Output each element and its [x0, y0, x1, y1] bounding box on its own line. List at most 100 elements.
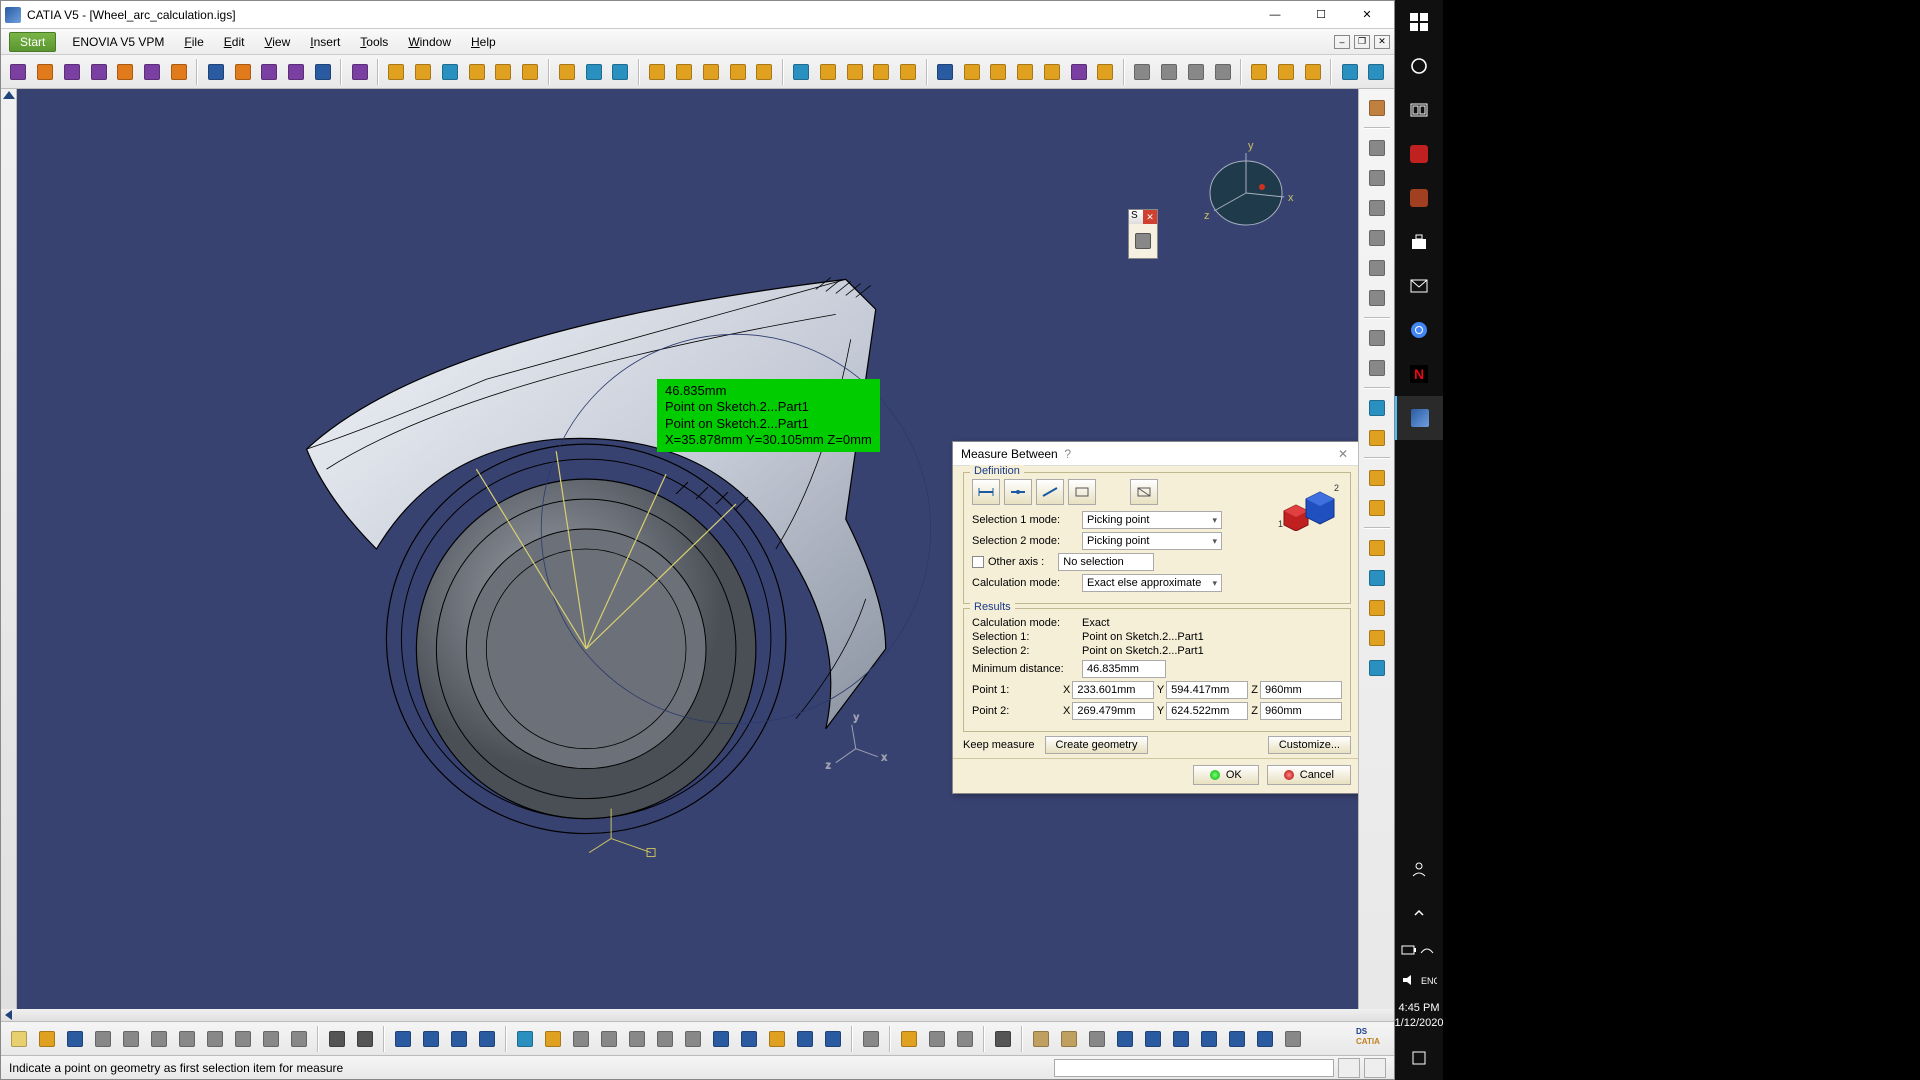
- toolbar-button[interactable]: [597, 1027, 621, 1051]
- toolbar-button[interactable]: [1029, 1027, 1053, 1051]
- toolbar-button[interactable]: [790, 60, 813, 84]
- toolbar-button[interactable]: [285, 60, 308, 84]
- toolbar-button[interactable]: [91, 1027, 115, 1051]
- sel2-mode-dropdown[interactable]: Picking point▾: [1082, 532, 1222, 550]
- toolbar-button[interactable]: [1158, 60, 1181, 84]
- toolbar-button[interactable]: [438, 60, 461, 84]
- menu-tools[interactable]: Tools: [350, 35, 398, 49]
- toolbar-button[interactable]: [870, 60, 893, 84]
- toolbar-button[interactable]: [1253, 1027, 1277, 1051]
- taskbar-volume-lang-icon[interactable]: ENG: [1395, 965, 1443, 995]
- toolbar-button[interactable]: [934, 60, 957, 84]
- hscroll[interactable]: [1, 1009, 1394, 1021]
- toolbar-button[interactable]: [816, 60, 839, 84]
- toolbar-button[interactable]: [391, 1027, 415, 1051]
- toolbar-button[interactable]: [1184, 60, 1207, 84]
- toolbar-button[interactable]: [897, 1027, 921, 1051]
- toolbar-button[interactable]: [465, 60, 488, 84]
- toolbar-button[interactable]: [447, 1027, 471, 1051]
- toolbar-button[interactable]: [1364, 255, 1390, 281]
- toolbar-button[interactable]: [609, 60, 632, 84]
- toolbar-button[interactable]: [1364, 355, 1390, 381]
- command-input[interactable]: [1054, 1059, 1334, 1077]
- status-icon-2[interactable]: [1364, 1058, 1386, 1078]
- toolbar-button[interactable]: [569, 1027, 593, 1051]
- sel1-mode-dropdown[interactable]: Picking point▾: [1082, 511, 1222, 529]
- toolbar-button[interactable]: [653, 1027, 677, 1051]
- toolbar-button[interactable]: [793, 1027, 817, 1051]
- customize-button[interactable]: Customize...: [1268, 736, 1351, 754]
- toolbar-button[interactable]: [258, 60, 281, 84]
- p1-y-input[interactable]: [1166, 681, 1248, 699]
- windows-start-button[interactable]: [1395, 0, 1443, 44]
- toolbar-button[interactable]: [119, 1027, 143, 1051]
- taskbar-notifications-icon[interactable]: [1395, 1036, 1443, 1080]
- tree-left-arrow-icon[interactable]: [5, 1010, 12, 1020]
- toolbar-button[interactable]: [1085, 1027, 1109, 1051]
- toolbar-button[interactable]: [859, 1027, 883, 1051]
- window-minimize-button[interactable]: —: [1252, 1, 1298, 29]
- toolbar-button[interactable]: [821, 1027, 845, 1051]
- toolbar-button[interactable]: [1197, 1027, 1221, 1051]
- window-close-button[interactable]: ✕: [1344, 1, 1390, 29]
- toolbar-button[interactable]: [325, 1027, 349, 1051]
- toolbar-button[interactable]: [1364, 625, 1390, 651]
- toolbar-button[interactable]: [1338, 60, 1361, 84]
- toolbar-button[interactable]: [897, 60, 920, 84]
- window-maximize-button[interactable]: ☐: [1298, 1, 1344, 29]
- toolbar-button[interactable]: [1364, 225, 1390, 251]
- measure-mode-4-button[interactable]: [1068, 479, 1096, 505]
- calc-mode-dropdown[interactable]: Exact else approximate▾: [1082, 574, 1222, 592]
- dialog-titlebar[interactable]: Measure Between ? ✕: [953, 442, 1358, 466]
- doc-maximize-button[interactable]: ❐: [1354, 35, 1370, 49]
- toolbar-button[interactable]: [311, 60, 334, 84]
- toolbar-button[interactable]: [34, 60, 57, 84]
- toolbar-button[interactable]: [419, 1027, 443, 1051]
- menu-file[interactable]: File: [174, 35, 213, 49]
- toolbar-button[interactable]: [582, 60, 605, 84]
- toolbar-button[interactable]: [1364, 565, 1390, 591]
- menu-enovia[interactable]: ENOVIA V5 VPM: [62, 35, 174, 49]
- toolbar-button[interactable]: [7, 60, 30, 84]
- toolbar-button[interactable]: [1281, 1027, 1305, 1051]
- taskbar-store-icon[interactable]: [1395, 220, 1443, 264]
- toolbar-button[interactable]: [168, 60, 191, 84]
- create-geometry-button[interactable]: Create geometry: [1045, 736, 1149, 754]
- toolbar-button[interactable]: [141, 60, 164, 84]
- p2-x-input[interactable]: [1072, 702, 1154, 720]
- toolbar-button[interactable]: [1364, 325, 1390, 351]
- toolbar-button[interactable]: [1364, 465, 1390, 491]
- toolbar-button[interactable]: [203, 1027, 227, 1051]
- taskbar-catia-icon[interactable]: [1395, 396, 1443, 440]
- toolbar-button[interactable]: [1364, 165, 1390, 191]
- toolbar-button[interactable]: [646, 60, 669, 84]
- toolbar-button[interactable]: [556, 60, 579, 84]
- p2-y-input[interactable]: [1166, 702, 1248, 720]
- toolbar-button[interactable]: [1365, 60, 1388, 84]
- toolbar-button[interactable]: [385, 60, 408, 84]
- toolbar-button[interactable]: [1169, 1027, 1193, 1051]
- toolbar-button[interactable]: [1364, 425, 1390, 451]
- toolbar-button[interactable]: [953, 1027, 977, 1051]
- toolbar-button[interactable]: [35, 1027, 59, 1051]
- menu-insert[interactable]: Insert: [300, 35, 350, 49]
- toolbar-button[interactable]: [681, 1027, 705, 1051]
- sketch-edit-icon[interactable]: [1135, 233, 1151, 249]
- toolbar-button[interactable]: [1113, 1027, 1137, 1051]
- measure-mode-2-button[interactable]: [1004, 479, 1032, 505]
- sketch-tools-panel[interactable]: S ✕: [1128, 209, 1158, 259]
- toolbar-button[interactable]: [1057, 1027, 1081, 1051]
- menu-edit[interactable]: Edit: [214, 35, 255, 49]
- task-view-icon[interactable]: [1395, 88, 1443, 132]
- 3d-viewport[interactable]: x y z: [17, 89, 1358, 1009]
- toolbar-button[interactable]: [87, 60, 110, 84]
- taskbar-people-icon[interactable]: [1395, 847, 1443, 891]
- toolbar-button[interactable]: [753, 60, 776, 84]
- toolbar-button[interactable]: [412, 60, 435, 84]
- taskbar-tray-expand-icon[interactable]: [1395, 891, 1443, 935]
- p1-x-input[interactable]: [1072, 681, 1154, 699]
- taskbar-app-1[interactable]: [1395, 132, 1443, 176]
- toolbar-button[interactable]: [709, 1027, 733, 1051]
- menu-help[interactable]: Help: [461, 35, 506, 49]
- toolbar-button[interactable]: [513, 1027, 537, 1051]
